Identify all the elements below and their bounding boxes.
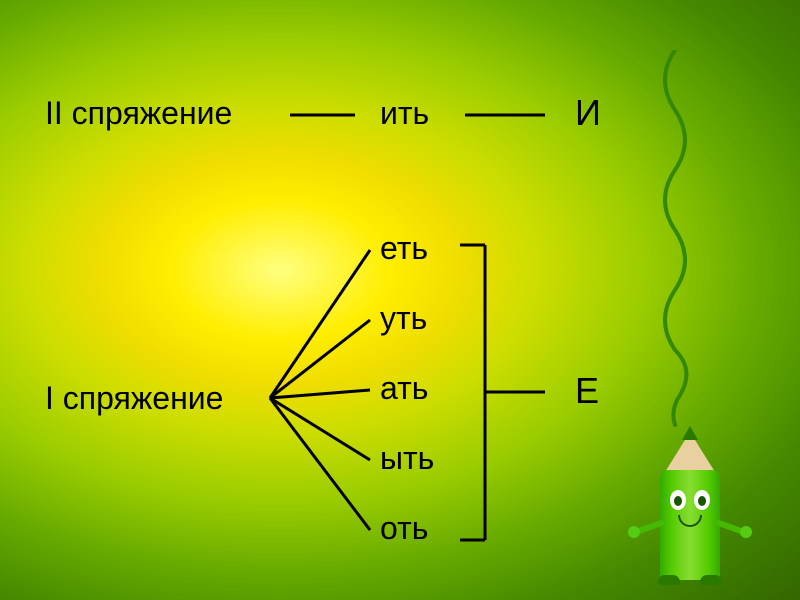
pencil-eye-right [694,490,710,510]
pencil-foot-left [658,575,680,585]
ending-et: еть [380,230,428,267]
fan-line-5 [270,398,370,530]
ending-at: ать [380,370,428,407]
conjugation-1-label: I спряжение [45,380,223,417]
diagram-content: II спряжение I спряжение ить еть уть ать… [0,0,800,600]
ending-ut: уть [380,300,427,337]
pencil-hand-right [740,526,752,538]
pencil-pupil-right [698,496,706,506]
pencil-character [630,380,750,580]
ending-it: ить [380,95,429,132]
pencil-hand-left [628,526,640,538]
pencil-drawn-squiggle [645,50,705,430]
fan-line-1 [270,250,370,398]
pencil-pupil-left [674,496,682,506]
pencil-point [682,426,698,440]
vowel-e: Е [575,370,599,412]
pencil-foot-right [700,575,722,585]
fan-line-3 [270,390,370,398]
ending-ot: оть [380,510,428,547]
pencil-mouth [678,515,702,527]
vowel-i: И [575,92,601,134]
pencil-face [668,485,712,535]
pencil-eye-left [670,490,686,510]
ending-yt: ыть [380,440,434,477]
fan-line-2 [270,320,370,398]
fan-line-4 [270,398,370,460]
conjugation-2-label: II спряжение [45,95,232,132]
